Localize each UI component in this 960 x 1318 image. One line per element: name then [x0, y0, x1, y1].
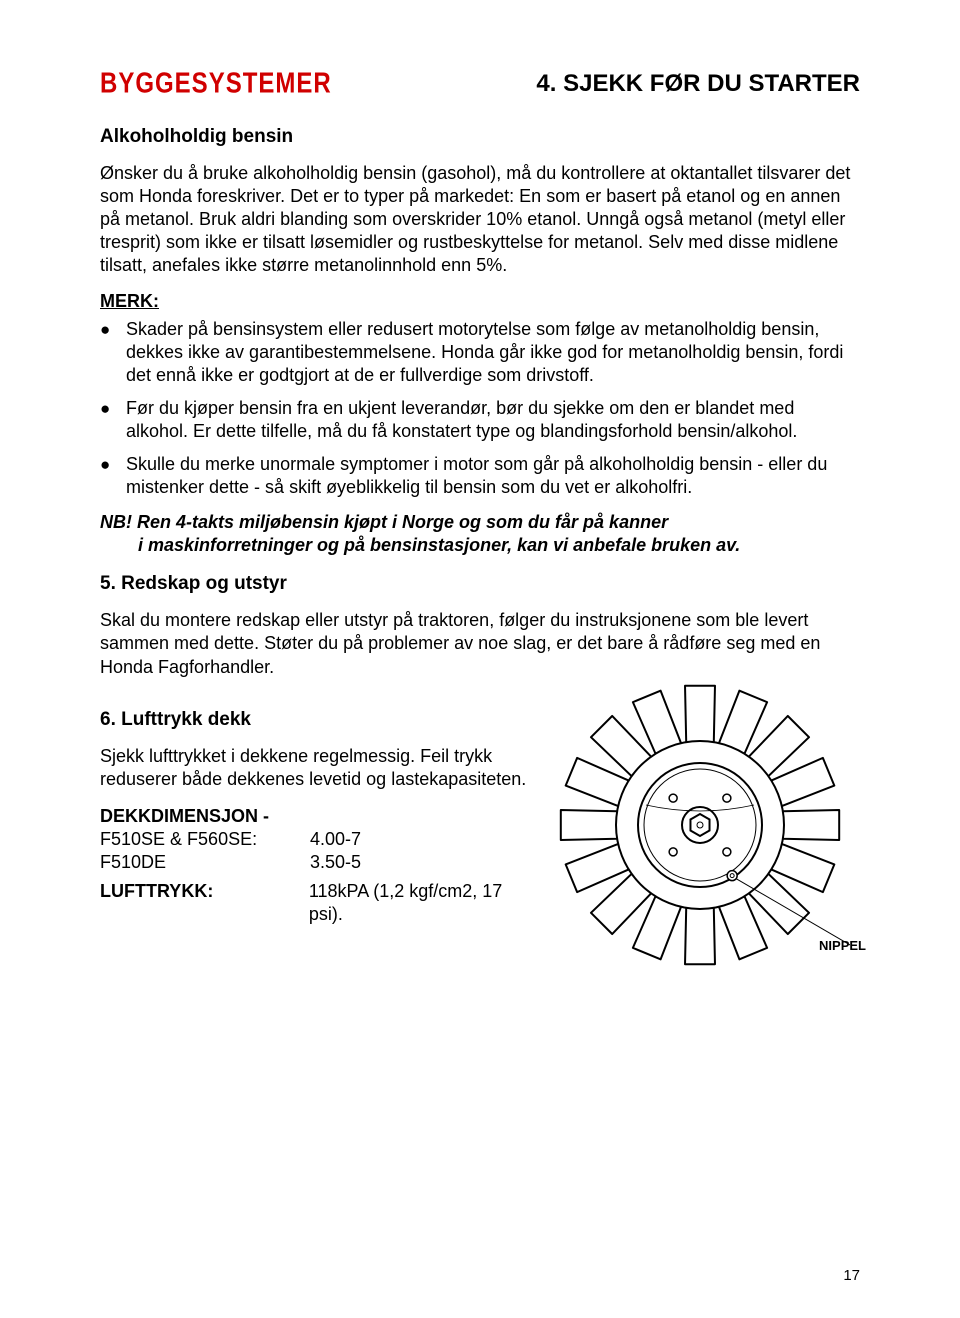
nippel-label: NIPPEL [819, 938, 866, 953]
nb-line2: i maskinforretninger og på bensinstasjon… [100, 534, 860, 557]
merk-bullet-list: Skader på bensinsystem eller redusert mo… [100, 318, 860, 499]
spec-val: 4.00-7 [310, 828, 361, 851]
section-heading-alcohol: Alkoholholdig bensin [100, 126, 860, 148]
brand-logo: BYGGESYSTEMER [100, 67, 332, 101]
paragraph-alcohol: Ønsker du å bruke alkoholholdig bensin (… [100, 162, 860, 277]
spec-row: F510SE & F560SE: 4.00-7 [100, 828, 540, 851]
spec-key: F510SE & F560SE: [100, 828, 310, 851]
tire-illustration: NIPPEL [550, 675, 850, 975]
section6-heading: 6. Lufttrykk dekk [100, 709, 540, 731]
dim-label: DEKKDIMENSJON - [100, 805, 540, 828]
list-item: Skader på bensinsystem eller redusert mo… [100, 318, 860, 387]
pressure-value: 118kPA (1,2 kgf/cm2, 17 psi). [309, 880, 540, 926]
page-number: 17 [843, 1267, 860, 1284]
list-item: Før du kjøper bensin fra en ukjent lever… [100, 397, 860, 443]
merk-label: MERK: [100, 291, 860, 312]
spec-val: 3.50-5 [310, 851, 361, 874]
pressure-label: LUFTTRYKK: [100, 880, 309, 926]
nb-note: NB! Ren 4-takts miljøbensin kjøpt i Norg… [100, 511, 860, 557]
spec-row: F510DE 3.50-5 [100, 851, 540, 874]
spec-block: DEKKDIMENSJON - F510SE & F560SE: 4.00-7 … [100, 805, 540, 926]
section6-paragraph: Sjekk lufttrykket i dekkene regelmessig.… [100, 745, 540, 791]
section5-heading: 5. Redskap og utstyr [100, 573, 860, 595]
spec-row: LUFTTRYKK: 118kPA (1,2 kgf/cm2, 17 psi). [100, 880, 540, 926]
chapter-title: 4. SJEKK FØR DU STARTER [536, 70, 860, 98]
nb-line1: NB! Ren 4-takts miljøbensin kjøpt i Norg… [100, 512, 668, 532]
section5-paragraph: Skal du montere redskap eller utstyr på … [100, 609, 860, 678]
list-item: Skulle du merke unormale symptomer i mot… [100, 453, 860, 499]
spec-key: F510DE [100, 851, 310, 874]
